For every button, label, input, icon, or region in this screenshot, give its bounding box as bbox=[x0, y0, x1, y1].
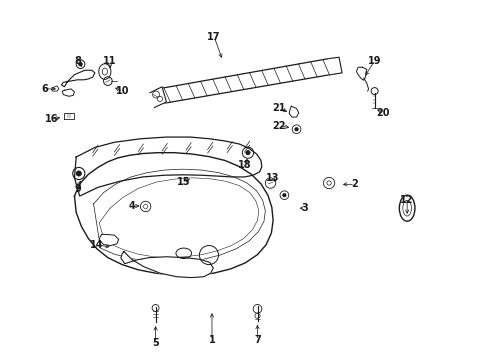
Text: 18: 18 bbox=[237, 160, 251, 170]
Text: 10: 10 bbox=[116, 86, 129, 96]
Text: 11: 11 bbox=[103, 56, 117, 66]
Circle shape bbox=[282, 193, 285, 197]
Text: 13: 13 bbox=[265, 173, 279, 183]
Text: 5: 5 bbox=[152, 338, 159, 348]
Polygon shape bbox=[121, 252, 213, 278]
Text: 21: 21 bbox=[272, 103, 285, 113]
Polygon shape bbox=[51, 86, 59, 91]
Text: 12: 12 bbox=[400, 194, 413, 204]
Text: 19: 19 bbox=[367, 56, 381, 66]
Polygon shape bbox=[158, 59, 335, 103]
Polygon shape bbox=[328, 57, 342, 75]
Text: 2: 2 bbox=[351, 179, 358, 189]
Polygon shape bbox=[150, 87, 166, 108]
Polygon shape bbox=[62, 89, 74, 96]
Circle shape bbox=[76, 171, 81, 176]
Text: 3: 3 bbox=[301, 203, 308, 213]
Text: 4: 4 bbox=[128, 201, 135, 211]
Text: 16: 16 bbox=[44, 114, 58, 124]
Polygon shape bbox=[74, 137, 261, 196]
Circle shape bbox=[79, 62, 82, 66]
Polygon shape bbox=[63, 113, 74, 119]
Text: 22: 22 bbox=[272, 121, 285, 131]
Text: 17: 17 bbox=[207, 32, 221, 42]
Text: 7: 7 bbox=[254, 336, 261, 346]
Text: 20: 20 bbox=[376, 108, 389, 118]
Polygon shape bbox=[99, 234, 119, 246]
Polygon shape bbox=[74, 153, 273, 275]
Polygon shape bbox=[61, 70, 95, 87]
Text: 14: 14 bbox=[90, 240, 103, 250]
Text: 9: 9 bbox=[74, 184, 81, 194]
Polygon shape bbox=[288, 106, 298, 117]
Circle shape bbox=[294, 127, 298, 131]
Polygon shape bbox=[356, 67, 366, 80]
Text: 8: 8 bbox=[74, 56, 81, 66]
Circle shape bbox=[245, 150, 250, 155]
Text: 1: 1 bbox=[208, 336, 215, 346]
Text: 6: 6 bbox=[41, 84, 48, 94]
Text: 15: 15 bbox=[177, 177, 190, 187]
